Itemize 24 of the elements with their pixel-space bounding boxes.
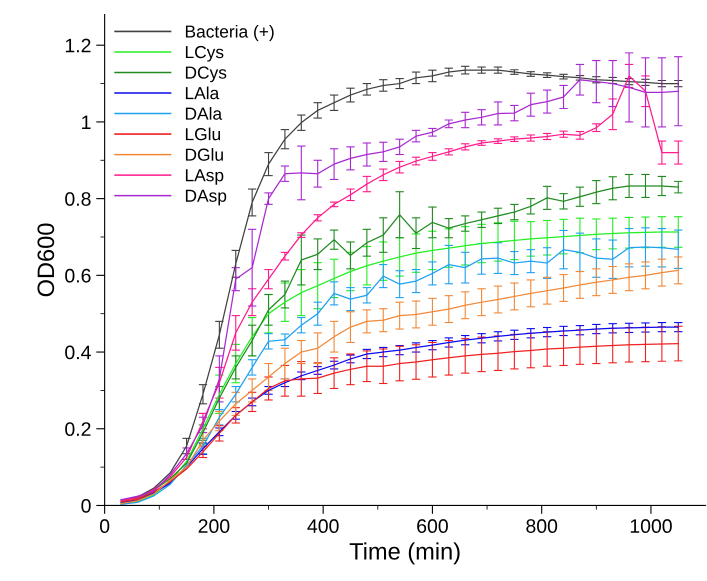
y-tick-label: 0.2	[65, 422, 90, 436]
x-axis-title: Time (min)	[350, 542, 460, 564]
legend-label: DGlu	[186, 148, 223, 161]
y-axis-title: OD600	[37, 224, 54, 296]
legend-label: DCys	[186, 66, 226, 82]
y-tick-label: 0.6	[65, 268, 91, 283]
x-tick-label: 400	[307, 519, 339, 533]
legend-label: LAla	[186, 86, 220, 100]
x-tick-label: 800	[526, 519, 558, 533]
y-tick-label: 0	[81, 498, 91, 513]
x-tick-label: 600	[417, 519, 448, 533]
legend-label: LAsp	[186, 169, 224, 185]
legend-label: Bacteria (+)	[186, 24, 274, 42]
y-tick-label: 1	[82, 116, 90, 129]
y-tick-label: 0.8	[65, 192, 91, 206]
legend-label: DAsp	[186, 190, 226, 206]
legend-label: LCys	[186, 46, 224, 62]
y-tick-label: 1.2	[66, 38, 90, 52]
legend-label: LGlu	[186, 128, 220, 140]
x-tick-label: 1000	[630, 519, 672, 533]
y-tick-label: 0.4	[65, 346, 91, 360]
legend-label: DAla	[186, 107, 222, 120]
x-tick-label: 200	[198, 519, 230, 533]
x-tick-label: 0	[100, 519, 110, 533]
